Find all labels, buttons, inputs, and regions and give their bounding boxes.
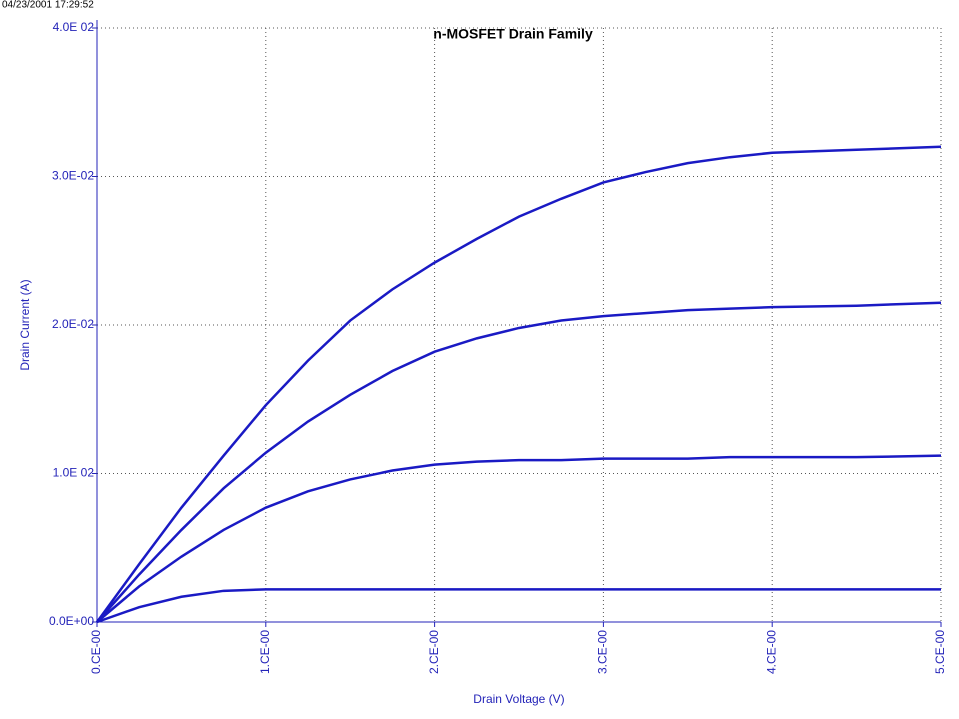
x-tick-label: 1.CE-00 (258, 630, 272, 674)
x-tick-label: 2.CE-00 (427, 630, 441, 674)
y-tick-label: 3.0E-02 (52, 169, 94, 183)
series-line (96, 454, 942, 623)
y-tick-label: 4.0E 02 (53, 20, 95, 34)
x-axis-title: Drain Voltage (V) (473, 692, 564, 706)
x-tick-label: 0.CE-00 (89, 630, 103, 674)
y-axis-title: Drain Current (A) (18, 279, 32, 370)
series-line (96, 301, 942, 623)
x-tick-label: 5.CE-00 (933, 630, 947, 674)
y-tick-label: 0.0E+00 (49, 614, 94, 628)
chart-title: n-MOSFET Drain Family (433, 26, 593, 42)
y-tick-label: 1.0E 02 (53, 466, 95, 480)
x-tick-label: 4.CE-00 (764, 630, 778, 674)
series-line (96, 588, 941, 624)
timestamp: 04/23/2001 17:29:52 (2, 0, 94, 11)
y-tick-label: 2.0E-02 (52, 317, 94, 331)
series-line (95, 145, 942, 623)
x-tick-label: 3.CE-00 (596, 630, 610, 674)
